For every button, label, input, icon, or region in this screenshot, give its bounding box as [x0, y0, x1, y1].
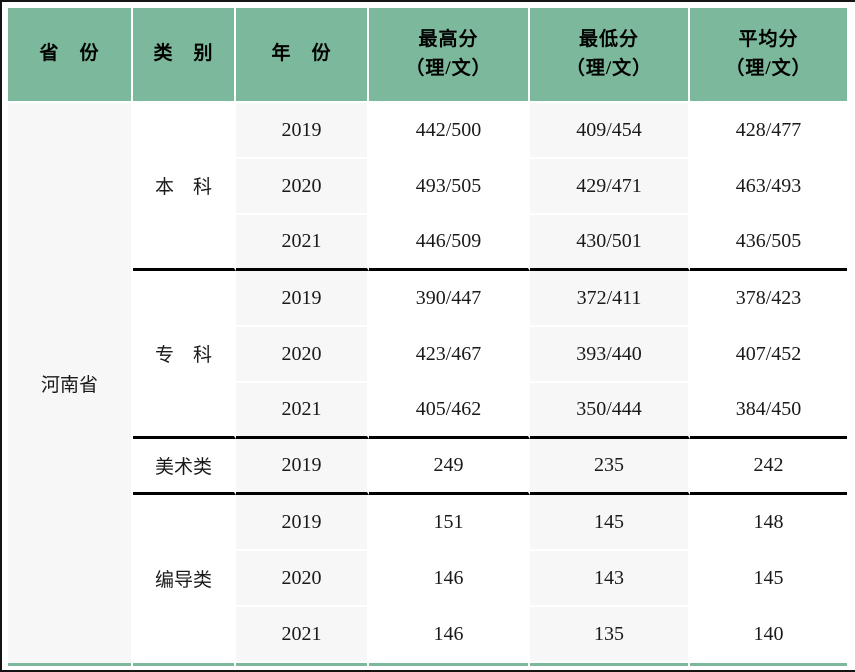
min-score-cell: 430/501 — [530, 215, 690, 271]
bottom-rule-segment — [236, 663, 369, 666]
avg-score-cell: 242 — [690, 439, 847, 495]
year-cell: 2021 — [236, 383, 369, 439]
year-cell: 2021 — [236, 215, 369, 271]
col-header-category: 类 别 — [133, 8, 236, 103]
year-cell: 2019 — [236, 495, 369, 551]
max-score-cell: 390/447 — [369, 271, 530, 327]
max-score-cell: 146 — [369, 551, 530, 607]
bottom-rule-segment — [133, 663, 236, 666]
col-header-avg-line2: （理/文） — [725, 57, 812, 79]
min-score-cell: 429/471 — [530, 159, 690, 215]
min-score-cell: 143 — [530, 551, 690, 607]
year-cell: 2021 — [236, 607, 369, 663]
min-score-cell: 350/444 — [530, 383, 690, 439]
avg-score-cell: 148 — [690, 495, 847, 551]
year-cell: 2019 — [236, 271, 369, 327]
min-score-cell: 135 — [530, 607, 690, 663]
max-score-cell: 249 — [369, 439, 530, 495]
col-header-min-score: 最低分 （理/文） — [530, 8, 690, 103]
max-score-cell: 446/509 — [369, 215, 530, 271]
province-cell: 河南省 — [8, 103, 133, 663]
category-cell-meishu: 美术类 — [133, 439, 236, 495]
col-header-max-line2: （理/文） — [405, 57, 492, 79]
bottom-rule-segment — [530, 663, 690, 666]
max-score-cell: 442/500 — [369, 103, 530, 159]
min-score-cell: 372/411 — [530, 271, 690, 327]
col-header-avg-line1: 平均分 — [738, 29, 799, 50]
col-header-max-score: 最高分 （理/文） — [369, 8, 530, 103]
year-cell: 2020 — [236, 159, 369, 215]
max-score-cell: 405/462 — [369, 383, 530, 439]
col-header-min-line2: （理/文） — [565, 57, 653, 79]
col-header-category-label: 类 别 — [153, 43, 214, 65]
col-header-year-label: 年 份 — [271, 43, 332, 65]
min-score-cell: 409/454 — [530, 103, 690, 159]
avg-score-cell: 428/477 — [690, 103, 847, 159]
category-cell-biandao: 编导类 — [133, 495, 236, 663]
max-score-cell: 423/467 — [369, 327, 530, 383]
min-score-cell: 145 — [530, 495, 690, 551]
min-score-cell: 393/440 — [530, 327, 690, 383]
year-cell: 2020 — [236, 327, 369, 383]
max-score-cell: 146 — [369, 607, 530, 663]
avg-score-cell: 145 — [690, 551, 847, 607]
avg-score-cell: 378/423 — [690, 271, 847, 327]
avg-score-cell: 384/450 — [690, 383, 847, 439]
col-header-min-line1: 最低分 — [578, 29, 639, 50]
category-cell-zhuanke: 专 科 — [133, 271, 236, 439]
avg-score-cell: 140 — [690, 607, 847, 663]
max-score-cell: 493/505 — [369, 159, 530, 215]
bottom-rule-segment — [8, 663, 133, 666]
avg-score-cell: 436/505 — [690, 215, 847, 271]
year-cell: 2019 — [236, 439, 369, 495]
col-header-province: 省 份 — [8, 8, 133, 103]
year-cell: 2020 — [236, 551, 369, 607]
admission-scores-table: 省 份 类 别 年 份 最高分 （理/文） 最低分 （理/文） 平均分 （理/文… — [8, 8, 847, 666]
category-cell-benke: 本 科 — [133, 103, 236, 271]
col-header-avg-score: 平均分 （理/文） — [690, 8, 847, 103]
col-header-max-line1: 最高分 — [418, 29, 479, 50]
max-score-cell: 151 — [369, 495, 530, 551]
bottom-rule-segment — [369, 663, 530, 666]
col-header-year: 年 份 — [236, 8, 369, 103]
min-score-cell: 235 — [530, 439, 690, 495]
avg-score-cell: 407/452 — [690, 327, 847, 383]
year-cell: 2019 — [236, 103, 369, 159]
avg-score-cell: 463/493 — [690, 159, 847, 215]
col-header-province-label: 省 份 — [39, 43, 100, 65]
bottom-rule-segment — [690, 663, 847, 666]
